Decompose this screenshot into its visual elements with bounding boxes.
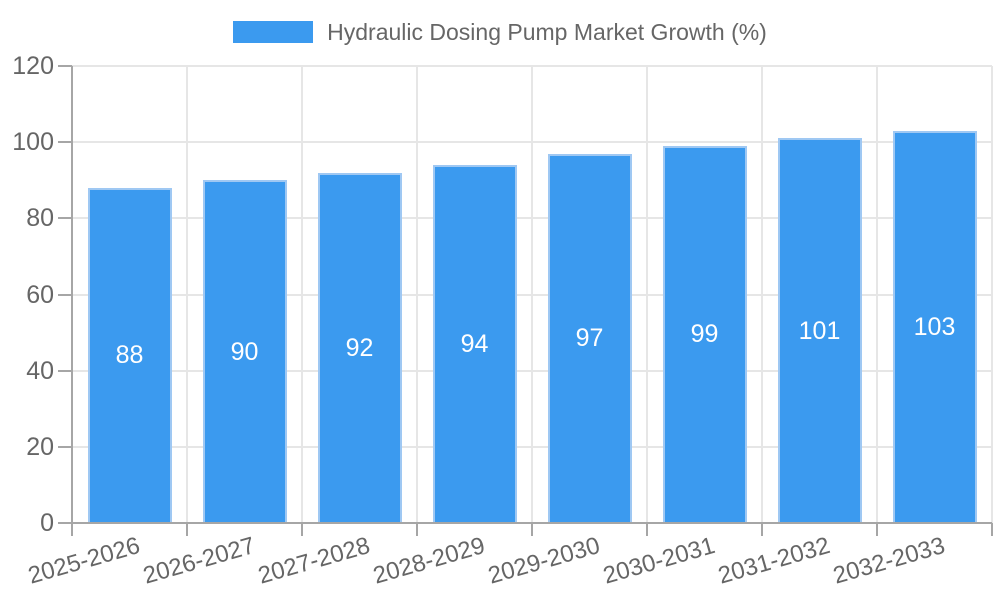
x-gridline <box>186 66 188 523</box>
bar[interactable] <box>317 172 402 523</box>
x-gridline <box>991 66 993 523</box>
x-tick-mark <box>991 523 993 536</box>
x-gridline <box>761 66 763 523</box>
legend-swatch <box>233 21 314 43</box>
bar[interactable] <box>892 130 977 523</box>
y-tick-mark <box>58 141 72 144</box>
y-tick-mark <box>58 217 72 220</box>
x-tick-mark <box>646 523 648 536</box>
y-tick-label: 100 <box>12 128 54 157</box>
x-gridline <box>531 66 533 523</box>
bar[interactable] <box>432 165 517 523</box>
bar[interactable] <box>662 145 747 523</box>
x-gridline <box>416 66 418 523</box>
x-tick-label: 2032-2033 <box>829 532 948 590</box>
x-tick-label: 2031-2032 <box>714 532 833 590</box>
x-tick-mark <box>301 523 303 536</box>
y-tick-mark <box>58 369 72 372</box>
x-tick-mark <box>531 523 533 536</box>
y-tick-label: 80 <box>26 204 54 233</box>
y-tick-mark <box>58 65 72 67</box>
bar-value-label: 101 <box>798 316 841 345</box>
bar[interactable] <box>777 138 862 523</box>
bar-value-label: 97 <box>575 324 604 353</box>
bar[interactable] <box>202 180 287 523</box>
y-tick-label: 0 <box>40 509 54 537</box>
bar-value-label: 94 <box>460 330 489 358</box>
y-tick-label: 40 <box>26 356 54 385</box>
x-tick-label: 2028-2029 <box>369 532 488 590</box>
x-tick-label: 2029-2030 <box>484 532 603 590</box>
bar[interactable] <box>87 187 172 523</box>
x-tick-label: 2030-2031 <box>599 532 718 590</box>
bar-value-label: 103 <box>913 312 956 341</box>
x-gridline <box>646 66 648 523</box>
legend-item[interactable]: Hydraulic Dosing Pump Market Growth (%) <box>0 18 1000 46</box>
bar-value-label: 90 <box>230 337 259 366</box>
y-axis-line <box>71 66 73 536</box>
bar-value-label: 92 <box>345 333 374 362</box>
x-tick-label: 2025-2026 <box>24 532 143 590</box>
x-tick-label: 2027-2028 <box>254 532 373 590</box>
x-tick-mark <box>876 523 878 536</box>
bar-value-label: 99 <box>690 320 719 349</box>
x-tick-mark <box>761 523 763 536</box>
bar[interactable] <box>547 153 632 523</box>
y-tick-label: 120 <box>12 52 54 80</box>
bar-value-label: 88 <box>115 341 144 370</box>
legend-label: Hydraulic Dosing Pump Market Growth (%) <box>327 18 767 45</box>
y-tick-mark <box>58 293 72 296</box>
x-gridline <box>301 66 303 523</box>
x-gridline <box>876 66 878 523</box>
x-tick-mark <box>416 523 418 536</box>
x-axis-line <box>58 522 992 524</box>
y-tick-label: 60 <box>26 280 54 309</box>
x-tick-label: 2026-2027 <box>139 532 258 590</box>
y-tick-mark <box>58 445 72 448</box>
y-tick-label: 20 <box>26 432 54 461</box>
x-tick-mark <box>186 523 188 536</box>
